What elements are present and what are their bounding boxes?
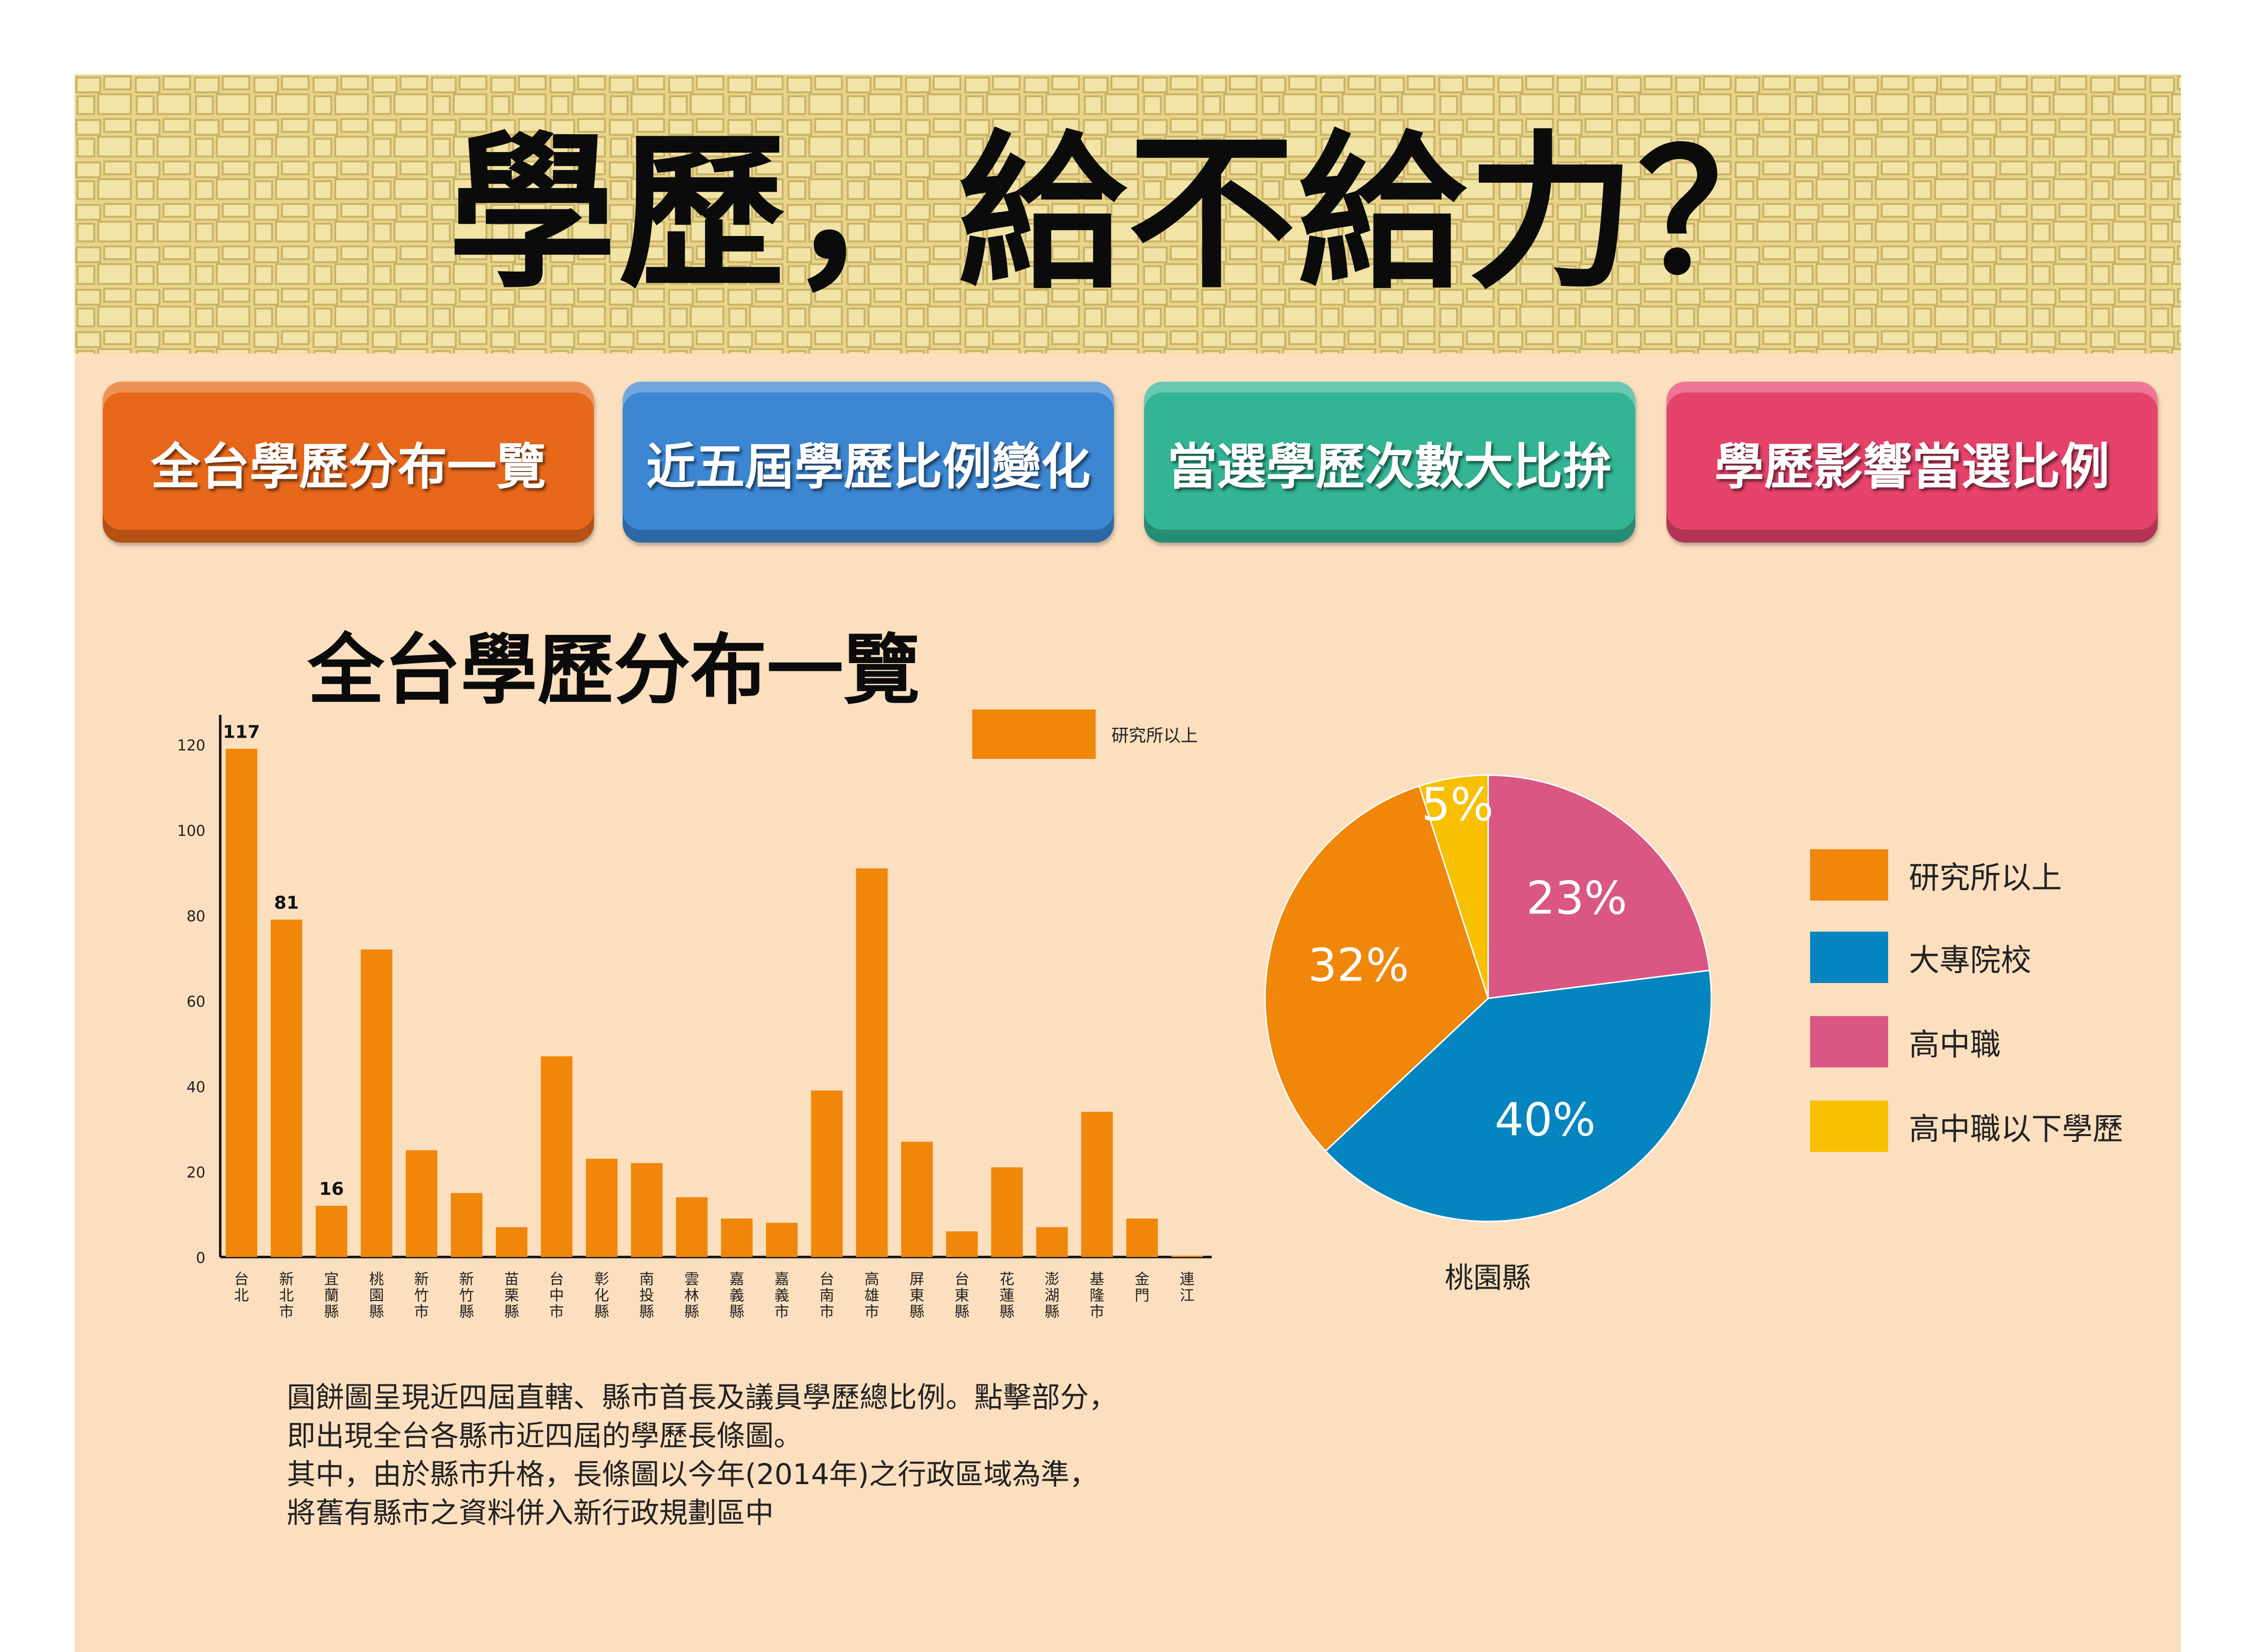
pie-slice [1324,969,1712,1222]
pie-slice-label: 5% [1422,778,1494,831]
x-tick-label: 新北市 [279,1271,294,1321]
bar [1036,1227,1068,1257]
bar [271,919,303,1257]
x-tick-label: 連江 [1180,1271,1194,1304]
pie-slice [1487,774,1711,999]
x-tick-label: 台南市 [820,1271,834,1321]
bar [586,1159,618,1257]
page-title: 學歷，給不給力？ [448,116,1807,312]
bar [316,1206,348,1257]
pie-chart-caption: 桃園縣 [1445,1261,1531,1295]
bar [856,868,888,1257]
y-tick-label: 60 [187,993,205,1011]
bar [541,1056,573,1257]
pie-legend-label: 高中職 [1909,1026,2001,1062]
x-tick-label: 雲林縣 [684,1271,699,1321]
bar [226,748,257,1257]
bar [811,1090,843,1257]
bar [1081,1111,1113,1257]
bar-legend: 研究所以上 [972,709,1198,759]
y-tick-label: 20 [187,1164,205,1181]
x-tick-label: 高雄市 [865,1271,879,1321]
pie-legend-label: 高中職以下學歷 [1909,1111,2124,1147]
bar-data-label: 81 [274,893,299,913]
x-tick-label: 嘉義市 [774,1271,789,1321]
pie-slice [1418,774,1489,999]
bar-legend-label: 研究所以上 [1111,726,1198,746]
description-line: 即出現全台各縣市近四屆的學歷長條圖。 [287,1419,803,1453]
bar [496,1227,528,1257]
pie-slice-label: 23% [1526,872,1627,925]
nav-button-election-ratio[interactable]: 學歷影響當選比例 [1666,382,2158,543]
y-tick-label: 80 [187,908,205,925]
pie-legend-swatch [1810,849,1888,901]
title-banner: 學歷，給不給力？ [75,75,2181,354]
pie-legend-label: 研究所以上 [1909,860,2062,896]
bar-data-label: 16 [319,1179,344,1199]
bar [901,1141,933,1257]
pie-legend-item: 大專院校 [1810,930,2031,984]
x-tick-label: 苗栗縣 [504,1271,519,1321]
bar [991,1167,1023,1257]
bar [405,1150,437,1257]
pie-legend-item: 研究所以上 [1810,848,2062,902]
bar-chart[interactable]: 0 20 40 60 80 100 120 台北 新北市 宜蘭縣 桃園縣 新竹市 新竹縣 苗栗縣 台中市 彰化… [75,75,2181,1652]
slide-frame: 學歷，給不給力？ 全台學歷分布一覽 近五屆學歷比例變化 當選學歷次數大比拚 學歷… [75,75,2181,1652]
bar [676,1197,708,1257]
x-tick-label: 台東縣 [954,1271,969,1321]
x-tick-label: 彰化縣 [594,1271,609,1321]
pie-legend-swatch [1810,1016,1888,1067]
bar [1171,1256,1203,1257]
pie-slice [1264,785,1489,1152]
x-tick-label: 台北 [234,1271,249,1304]
nav-button-winning-count[interactable]: 當選學歷次數大比拚 [1144,382,1635,543]
pie-legend-item: 高中職以下學歷 [1810,1099,2123,1153]
x-tick-label: 宜蘭縣 [324,1271,339,1321]
description: 圓餅圖呈現近四屆直轄、縣市首長及議員學歷總比例。點擊部分， 即出現全台各縣市近四… [287,1378,1117,1532]
description-line: 將舊有縣市之資料併入新行政規劃區中 [287,1496,774,1530]
nav-button-overview[interactable]: 全台學歷分布一覽 [103,382,594,543]
pie-slice-label: 32% [1308,939,1409,992]
pie-chart[interactable]: 23% 40% 32% 5% [75,75,2181,1652]
bar [360,949,393,1257]
y-tick-label: 40 [187,1079,205,1096]
pie-legend-swatch [1810,1101,1888,1152]
bar [946,1231,978,1257]
description-line: 其中，由於縣市升格，長條圖以今年(2014年)之行政區域為準， [287,1457,1098,1491]
x-tick-label: 基隆市 [1090,1271,1105,1321]
bar [766,1222,798,1257]
x-tick-label: 新竹縣 [459,1271,474,1321]
description-line: 圓餅圖呈現近四屆直轄、縣市首長及議員學歷總比例。點擊部分， [287,1380,1118,1414]
pie-legend-label: 大專院校 [1909,942,2032,978]
x-tick-label: 新竹市 [414,1271,429,1321]
x-tick-label: 桃園縣 [369,1271,384,1321]
x-tick-label: 台中市 [549,1271,564,1321]
pie-slice-label: 40% [1495,1093,1595,1146]
x-tick-label: 金門 [1135,1271,1149,1304]
nav-button-trend[interactable]: 近五屆學歷比例變化 [623,382,1114,543]
x-tick-label: 澎湖縣 [1045,1271,1060,1321]
y-tick-label: 100 [177,823,205,840]
bar-data-label: 117 [223,722,260,743]
y-tick-label: 120 [177,737,205,754]
x-tick-label: 花蓮縣 [999,1271,1014,1321]
section-title: 全台學歷分布一覽 [308,626,920,715]
banner-texture [75,75,2181,354]
y-tick-label: 0 [196,1250,205,1267]
bar-legend-swatch [972,709,1096,759]
x-tick-label: 屏東縣 [910,1271,924,1321]
x-tick-label: 嘉義縣 [729,1271,744,1321]
bar [1126,1219,1158,1257]
bar [631,1163,663,1257]
bar [721,1219,753,1257]
x-tick-label: 南投縣 [639,1271,654,1321]
pie-legend-swatch [1810,932,1888,983]
bar [451,1193,482,1257]
pie-legend-item: 高中職 [1810,1015,2001,1069]
